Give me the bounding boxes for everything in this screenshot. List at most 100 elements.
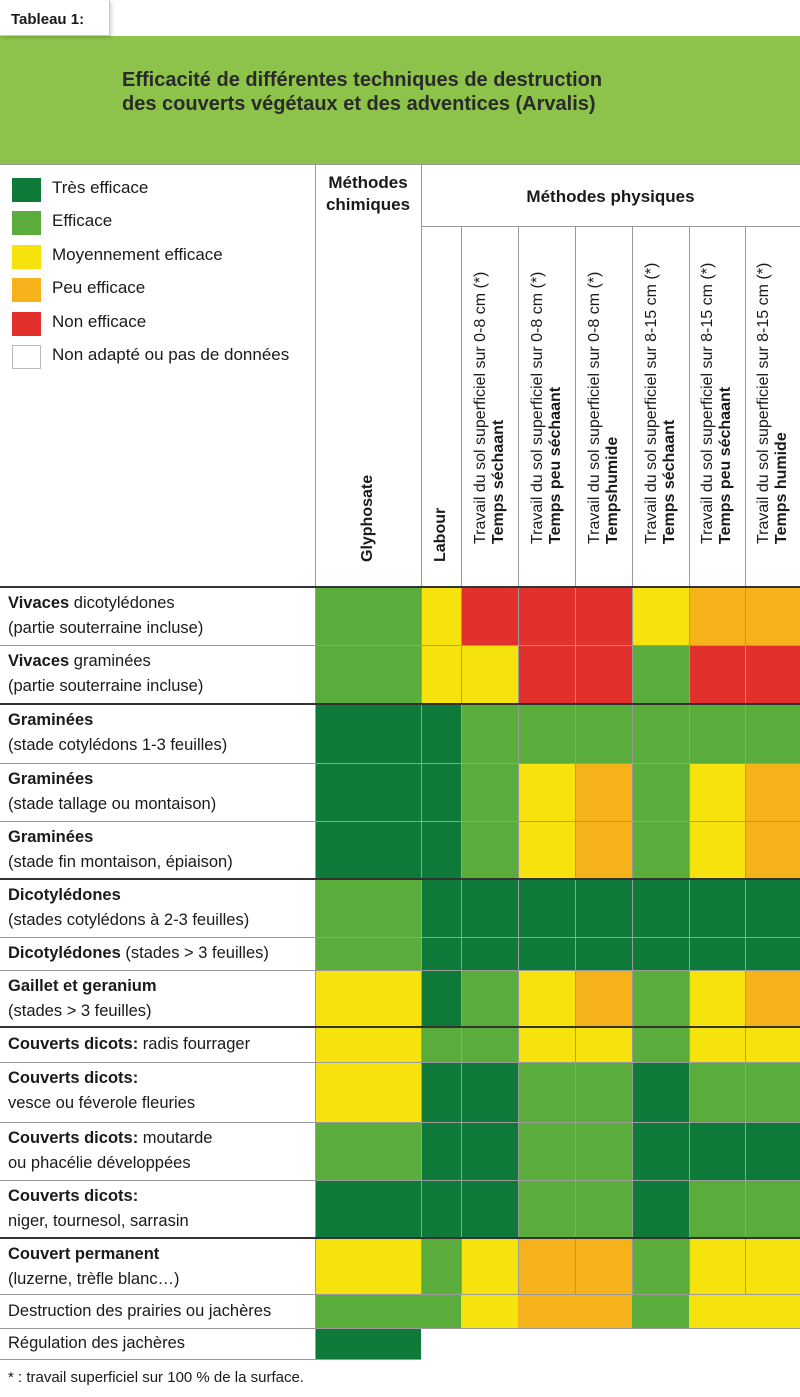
row-label-line1: Graminées [8,767,216,792]
column-header-line1: Travail du sol superficiel sur 0-8 cm (*… [528,271,546,544]
legend-swatch [12,344,41,369]
rating-cell [689,763,745,821]
row-label-text: moutarde [138,1129,213,1147]
column-header-text: Labour [432,508,450,562]
column-header-line2: Temps peu séchaant [717,386,734,544]
divider [745,226,746,1294]
rating-cell [689,1062,745,1122]
row-label: Destruction des prairies ou jachères [8,1299,271,1324]
rating-cell [745,763,800,821]
divider [0,821,800,822]
rating-cell [689,1238,745,1294]
rating-cell [518,970,575,1027]
divider [0,1328,800,1329]
column-header-line2: Temps séchaant [489,419,507,544]
rating-cell [461,821,518,879]
rating-cell [421,704,461,763]
row-label-bold: Vivaces [8,594,70,612]
row-label-line2: (stades > 3 feuilles) [8,1002,152,1020]
column-header-line1: Travail du sol superficiel sur 8-15 cm (… [699,262,716,544]
rating-cell [745,645,800,704]
column-header: Travail du sol superficiel sur 0-8 cm (*… [518,228,575,584]
row-label: Couverts dicots: radis fourrager [8,1032,250,1057]
rating-cell [461,1238,518,1294]
rating-cell [632,645,689,704]
row-label: Couverts dicots: moutarde ou phacélie dév… [8,1126,212,1176]
legend-label: Moyennement efficace [52,244,223,264]
rating-cell [575,763,632,821]
row-label-bold: Graminées [8,828,94,846]
divider [0,1294,421,1295]
rating-cell [518,1062,575,1122]
rating-cell [745,937,800,970]
rating-cell [689,704,745,763]
row-label-line2: (stade cotylédons 1-3 feuilles) [8,736,228,754]
column-header-line1: Travail du sol superficiel sur 8-15 cm (… [754,262,772,544]
rating-cell [745,1180,800,1238]
column-header: Travail du sol superficiel sur 8-15 cm (… [632,228,689,584]
rating-cell [518,1027,575,1062]
rating-cell [518,937,575,970]
column-header-line1: Glyphosate [359,474,376,562]
rating-cell [461,645,518,704]
rating-cell [745,1062,800,1122]
title-banner: Efficacité de différentes techniques de … [0,36,800,164]
rating-cell [421,1062,461,1122]
legend-swatch [12,178,41,202]
row-label-bold: Graminées [8,711,94,729]
divider [461,226,462,1294]
column-header: Travail du sol superficiel sur 0-8 cm (*… [575,228,632,584]
rating-cell [689,937,745,970]
column-header: Travail du sol superficiel sur 8-15 cm (… [745,228,800,584]
row-label-line1: Couverts dicots: [8,1184,189,1209]
row-label-line1: Vivaces dicotylédones [8,591,203,616]
row-label: Graminées (stade cotylédons 1-3 feuilles) [8,708,227,758]
rating-cell [575,1062,632,1122]
header-chemical-methods: Méthodes chimiques [325,173,411,214]
rating-cell [315,970,421,1027]
legend-swatch [12,211,41,236]
rating-cell [632,1027,689,1062]
column-header-line1: Travail du sol superficiel sur 0-8 cm (*… [585,271,603,544]
rating-cell [461,1122,518,1180]
rating-cell [518,821,575,879]
row-label-line2: (partie souterraine incluse) [8,677,204,695]
divider [518,226,519,1294]
rating-cell [632,821,689,879]
rating-cell [632,763,689,821]
rating-cell [421,1027,461,1062]
rating-cell [689,645,745,704]
divider [0,1359,421,1360]
legend-label: Peu efficace [52,278,146,298]
legend-label: Non efficace [52,311,147,331]
column-header-line1: Travail du sol superficiel sur 8-15 cm (… [642,262,660,544]
rating-cell [518,704,575,763]
rating-cell [315,1027,421,1062]
row-label-line2: (luzerne, trèfle blanc…) [8,1270,180,1288]
table-tag: Tableau 1: [0,0,110,36]
column-header: Glyphosate [315,228,421,584]
rating-cell [421,587,461,645]
rating-cell [421,1238,461,1294]
rating-cell [315,1122,421,1180]
divider [0,1122,800,1123]
divider [0,703,800,705]
row-label-bold: Vivaces [8,652,70,670]
rating-cell [632,704,689,763]
row-label-line1: Couverts dicots: [8,1066,195,1091]
row-label-line2: niger, tournesol, sarrasin [8,1212,189,1230]
row-label: Dicotylédones (stades > 3 feuilles) [8,941,269,966]
row-label-text: graminées [69,652,151,670]
rating-cell [518,1238,575,1294]
rating-cell [575,645,632,704]
rating-cell [689,970,745,1027]
rating-cell [461,970,518,1027]
rating-cell [632,1294,689,1328]
rating-cell [315,1328,421,1359]
divider [0,586,800,588]
rating-cell [575,1180,632,1238]
divider [421,226,800,227]
rating-cell [461,763,518,821]
row-label-line2: (stade tallage ou montaison) [8,795,217,813]
rating-cell [315,1294,421,1328]
